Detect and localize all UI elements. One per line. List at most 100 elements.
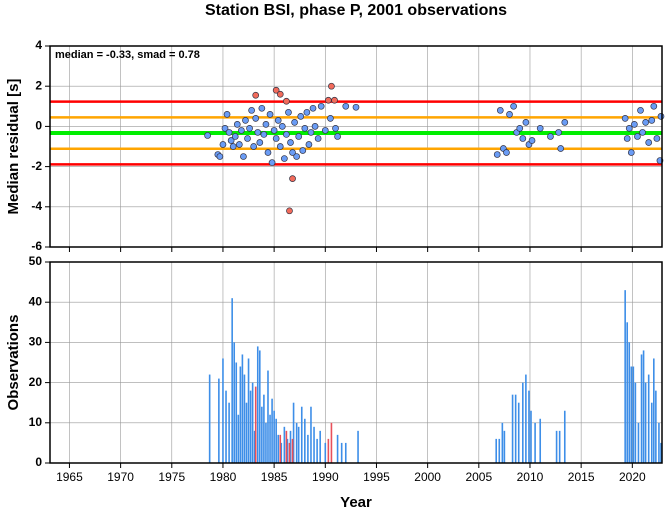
x-tick-label: 2005 xyxy=(465,470,492,484)
bar xyxy=(525,374,527,463)
data-point xyxy=(252,115,260,122)
bar xyxy=(251,382,254,463)
data-point xyxy=(648,117,656,124)
bar xyxy=(498,438,501,463)
bar xyxy=(650,402,653,463)
data-point xyxy=(327,115,334,122)
data-point xyxy=(314,135,322,142)
bar xyxy=(501,422,504,463)
x-tick-label: 2015 xyxy=(568,470,595,484)
data-point xyxy=(274,117,282,124)
x-tick-label: 1975 xyxy=(158,470,185,484)
bar xyxy=(297,426,300,463)
data-point xyxy=(657,112,665,120)
bar xyxy=(640,354,643,463)
x-axis-label: Year xyxy=(340,494,372,511)
bar xyxy=(316,438,318,463)
data-point xyxy=(291,119,298,126)
data-point xyxy=(289,175,296,183)
data-point xyxy=(286,207,293,215)
data-point xyxy=(266,110,274,118)
data-point xyxy=(510,102,517,110)
chart-title: Station BSI, phase P, 2001 observations xyxy=(205,2,507,19)
bar xyxy=(235,362,238,463)
x-tick-label: 1980 xyxy=(210,470,237,484)
data-point xyxy=(233,121,241,128)
bar xyxy=(231,298,233,463)
bar xyxy=(340,442,343,463)
data-point xyxy=(262,121,270,128)
bar xyxy=(280,442,283,463)
data-point xyxy=(293,153,300,160)
bar xyxy=(291,438,294,463)
bar xyxy=(336,434,339,463)
bar xyxy=(310,406,312,463)
data-point xyxy=(227,137,235,144)
data-point xyxy=(268,159,276,166)
data-point xyxy=(496,106,504,114)
data-point xyxy=(281,155,288,162)
data-point xyxy=(258,104,266,112)
bar xyxy=(304,418,306,463)
bar xyxy=(253,430,256,463)
data-point xyxy=(276,143,284,150)
data-point xyxy=(493,151,501,158)
x-tick-label: 1985 xyxy=(261,470,288,484)
bar xyxy=(644,382,647,463)
bar xyxy=(233,342,236,463)
bar xyxy=(292,402,295,463)
y-tick-label: -6 xyxy=(31,239,42,253)
y-axis-label: Median residual [s] xyxy=(5,79,22,215)
bar xyxy=(263,394,265,463)
data-point xyxy=(244,135,251,142)
data-point xyxy=(342,102,350,110)
bar xyxy=(637,422,640,463)
data-point xyxy=(225,129,233,136)
y-tick-label: 30 xyxy=(29,335,43,349)
x-tick-label: 1990 xyxy=(312,470,339,484)
bar xyxy=(653,358,655,463)
data-point xyxy=(289,149,296,156)
data-point xyxy=(631,121,638,128)
data-point xyxy=(519,135,527,142)
data-point xyxy=(555,129,562,136)
y-axis-label: Observations xyxy=(5,315,22,411)
data-point xyxy=(287,139,294,146)
data-point xyxy=(621,115,629,122)
data-point xyxy=(250,143,258,150)
y-tick-label: 0 xyxy=(35,455,42,469)
bar xyxy=(344,442,347,463)
bar xyxy=(534,422,536,463)
data-point xyxy=(637,106,644,114)
bar xyxy=(330,422,333,463)
data-point xyxy=(246,125,253,132)
bar xyxy=(239,366,242,463)
bar xyxy=(511,394,514,463)
data-point xyxy=(650,102,658,110)
data-point xyxy=(283,131,290,138)
data-point xyxy=(506,110,513,118)
data-point xyxy=(307,129,315,136)
bar xyxy=(295,422,298,463)
x-tick-label: 2010 xyxy=(517,470,544,484)
y-tick-label: -2 xyxy=(31,159,42,173)
y-tick-label: 20 xyxy=(29,375,43,389)
y-tick-label: -4 xyxy=(31,199,42,213)
data-point xyxy=(264,149,272,156)
data-point xyxy=(242,117,249,124)
bar xyxy=(658,422,660,463)
bar xyxy=(288,442,291,463)
bar xyxy=(313,426,315,463)
data-point xyxy=(295,133,303,140)
data-point xyxy=(536,125,544,132)
data-point xyxy=(231,133,239,140)
plot-area xyxy=(50,46,662,247)
data-point xyxy=(653,135,661,142)
data-point xyxy=(305,141,313,148)
bar xyxy=(247,358,250,463)
bar xyxy=(647,374,650,463)
bar xyxy=(279,434,282,463)
data-point xyxy=(238,127,245,134)
bar xyxy=(237,414,240,463)
